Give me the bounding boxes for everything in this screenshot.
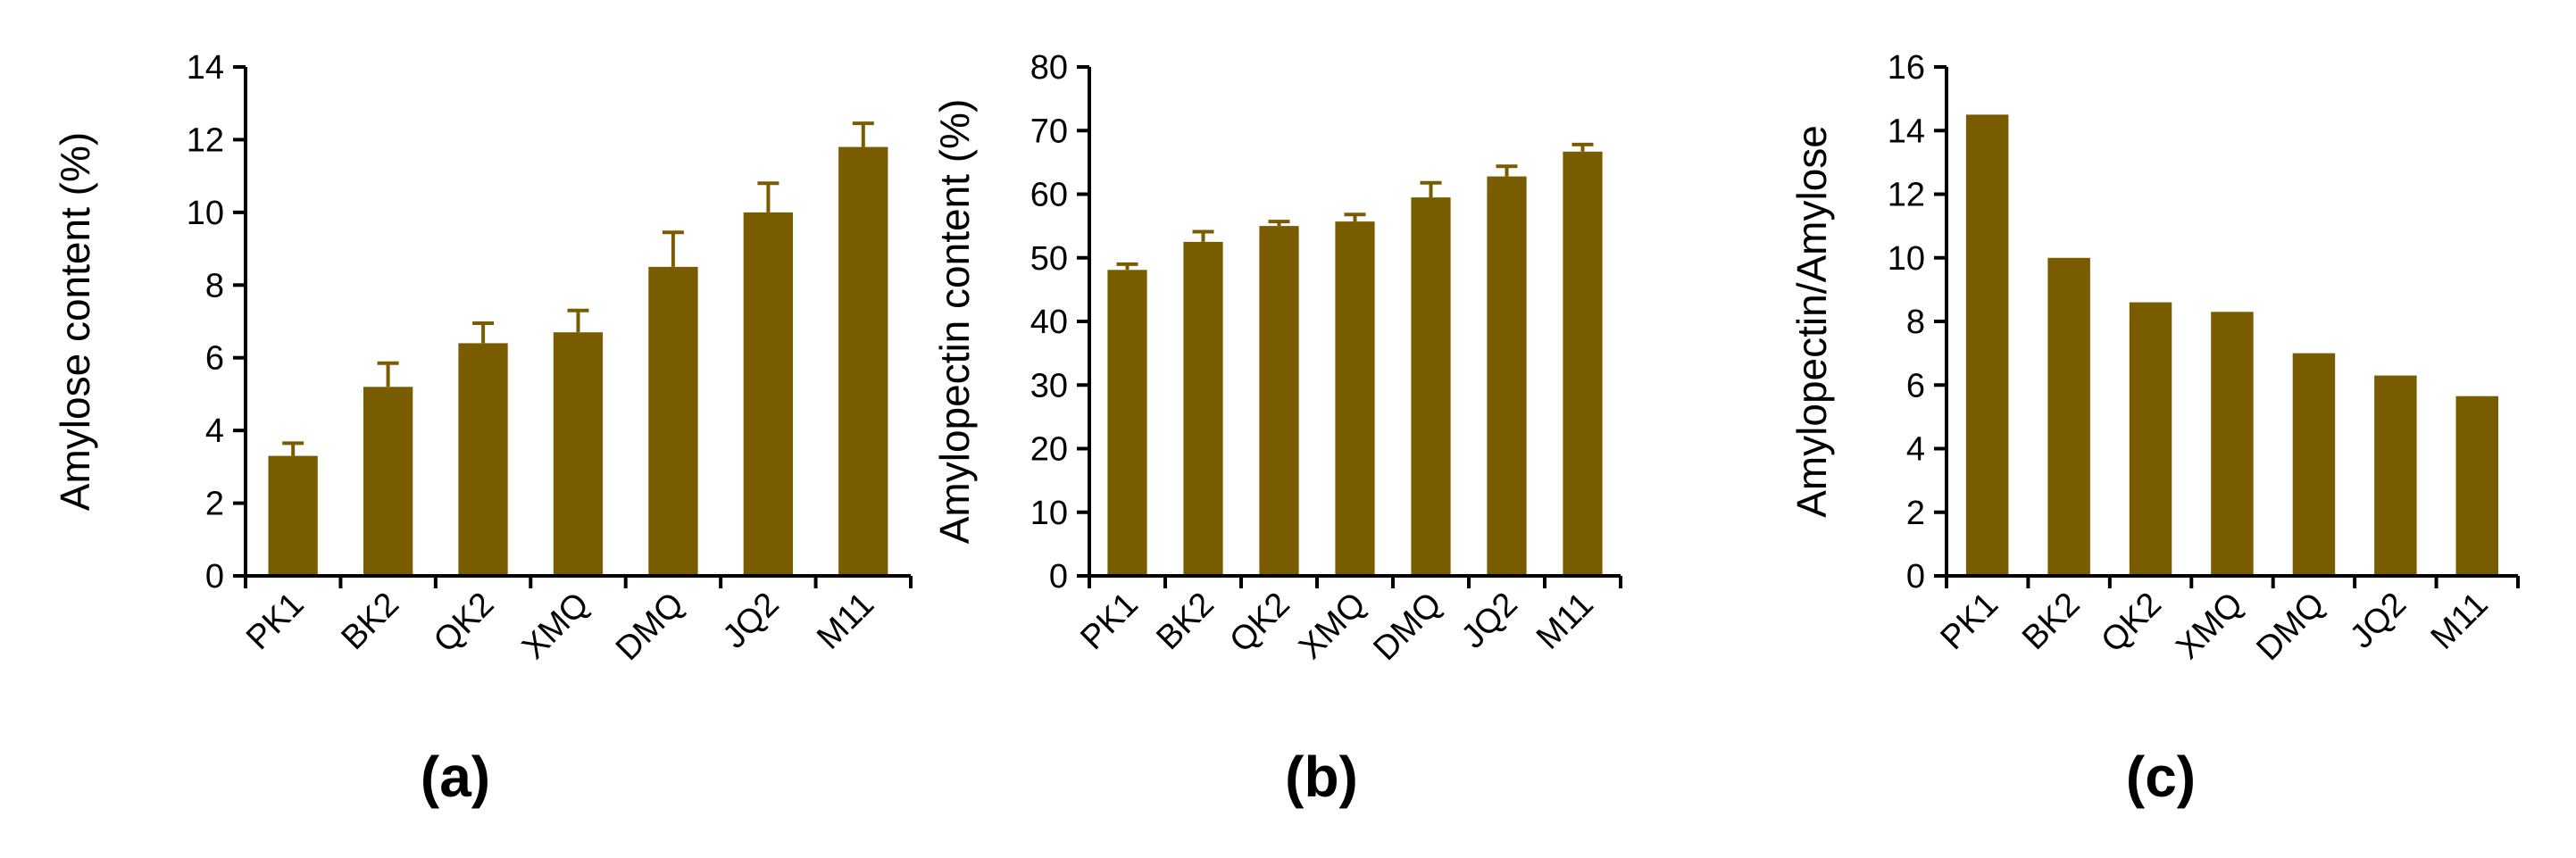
y-tick-label: 10	[1030, 495, 1068, 532]
y-tick-label: 2	[205, 486, 224, 523]
error-bar	[1116, 262, 1138, 271]
x-tick-label: M11	[810, 586, 881, 657]
y-axis-title: Amylose content (%)	[52, 132, 98, 511]
error-bar	[567, 308, 589, 333]
bar	[2292, 353, 2336, 576]
error-bar	[1496, 164, 1518, 177]
x-tick-label: PK1	[239, 586, 311, 657]
y-tick-label: 8	[205, 267, 224, 304]
x-tick-label: XMQ	[2169, 586, 2250, 667]
y-tick-label: 50	[1030, 240, 1068, 278]
bar	[2129, 302, 2172, 576]
y-tick-label: 0	[1906, 558, 1925, 596]
y-tick-label: 0	[205, 558, 224, 596]
y-tick-label: 12	[187, 121, 224, 159]
y-tick-label: 6	[205, 340, 224, 378]
y-tick-label: 10	[187, 195, 224, 232]
y-tick-label: 4	[205, 412, 224, 450]
x-tick-label: BK2	[1149, 586, 1221, 657]
x-tick-label: BK2	[2015, 586, 2087, 657]
panel-label: (c)	[2126, 745, 2196, 809]
error-bar	[282, 441, 304, 456]
bar	[1411, 197, 1451, 576]
bar	[1335, 221, 1375, 576]
y-tick-label: 80	[1030, 49, 1068, 87]
x-tick-label: DMQ	[2249, 586, 2331, 668]
x-tick-label: BK2	[335, 586, 406, 657]
error-bar	[1420, 180, 1442, 198]
error-bar	[1344, 212, 1366, 222]
chart-panel-1: 0 2 4 6 8 10 12 14 PK1 BK2 QK2 XMQ DMQ JQ2 M11 Amylose …	[52, 49, 913, 809]
bar	[743, 212, 793, 576]
bar	[1487, 176, 1527, 576]
y-tick-label: 60	[1030, 177, 1068, 214]
error-bar	[852, 121, 874, 147]
bar	[1965, 114, 2009, 576]
x-tick-label: JQ2	[2343, 586, 2413, 656]
bar	[2047, 257, 2090, 577]
bar	[553, 332, 604, 576]
x-tick-label: PK1	[1073, 586, 1145, 657]
y-tick-label: 40	[1030, 304, 1068, 341]
y-axis-title: Amylopectin content (%)	[931, 99, 978, 545]
y-tick-label: 0	[1049, 558, 1068, 596]
y-axis-title: Amylopectin/Amylose	[1788, 125, 1835, 518]
x-tick-label: XMQ	[1292, 586, 1373, 667]
bar	[363, 387, 413, 576]
x-tick-label: M11	[1530, 586, 1601, 657]
error-bar	[377, 361, 399, 387]
x-tick-label: QK2	[1222, 586, 1296, 660]
y-tick-label: 4	[1906, 431, 1925, 469]
bar	[2211, 312, 2254, 576]
error-bar	[662, 230, 684, 267]
y-tick-label: 10	[1888, 240, 1925, 278]
x-tick-label: QK2	[2094, 586, 2168, 660]
bar	[2374, 375, 2417, 576]
x-tick-label: DMQ	[1366, 586, 1448, 668]
y-tick-label: 30	[1030, 367, 1068, 404]
x-tick-label: QK2	[427, 586, 501, 660]
chart-panel-3: 0 2 4 6 8 10 12 14 16 PK1 BK2 QK2 XMQ DMQ JQ2 M11 Amylop…	[1788, 49, 2520, 809]
bar	[648, 266, 698, 576]
y-tick-label: 16	[1888, 49, 1925, 87]
bar	[1183, 241, 1223, 576]
bar	[1259, 226, 1299, 576]
x-tick-label: M11	[2424, 586, 2496, 657]
panel-label: (a)	[421, 745, 490, 809]
x-tick-label: DMQ	[609, 586, 691, 668]
y-tick-label: 12	[1888, 177, 1925, 214]
error-bar	[1268, 220, 1290, 227]
y-tick-label: 2	[1906, 495, 1925, 532]
bar	[2455, 396, 2498, 576]
y-tick-label: 14	[187, 49, 224, 87]
y-tick-label: 8	[1906, 304, 1925, 341]
error-bar	[472, 321, 495, 344]
bar	[268, 455, 318, 576]
error-bar	[1192, 229, 1214, 242]
bar	[838, 146, 888, 576]
bar	[458, 343, 508, 576]
x-tick-label: XMQ	[515, 586, 596, 667]
y-tick-label: 70	[1030, 112, 1068, 150]
bar	[1563, 151, 1603, 577]
bar	[1107, 270, 1147, 576]
x-tick-label: JQ2	[1455, 586, 1525, 656]
x-tick-label: PK1	[1934, 586, 2005, 657]
panel-label: (b)	[1285, 745, 1358, 809]
y-tick-label: 14	[1888, 112, 1925, 150]
x-tick-label: JQ2	[716, 586, 787, 656]
error-bar	[757, 181, 779, 212]
y-tick-label: 20	[1030, 431, 1068, 469]
y-tick-label: 6	[1906, 367, 1925, 404]
error-bar	[1571, 142, 1594, 152]
